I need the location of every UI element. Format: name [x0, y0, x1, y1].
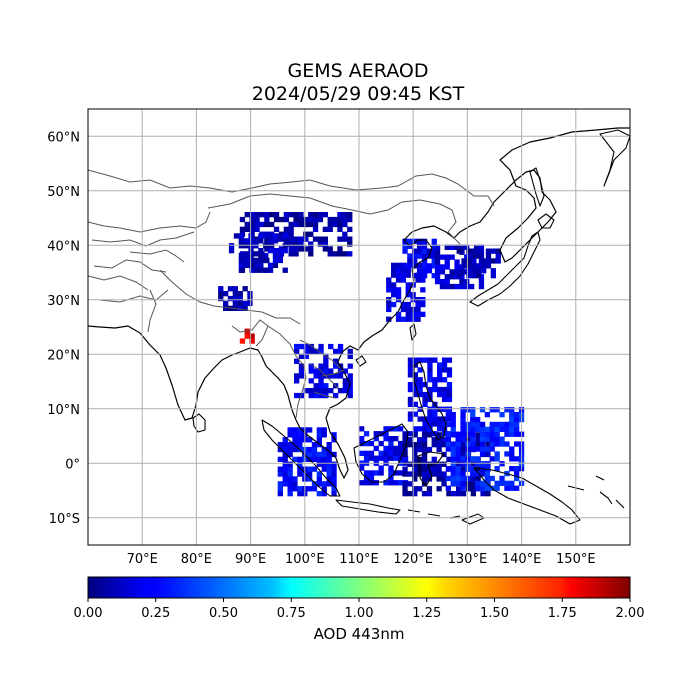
lon-tick-label: 70°E — [127, 552, 158, 567]
colorbar-tick-label: 0.00 — [74, 606, 103, 621]
sri-lanka-coastline — [192, 413, 206, 433]
mongolia-border — [207, 193, 457, 233]
bangladesh-border — [231, 319, 269, 347]
sakhalin-coastline — [529, 167, 545, 207]
aod-layer — [218, 212, 525, 497]
lon-tick-label: 90°E — [235, 552, 266, 567]
gridlines — [88, 109, 630, 545]
central-asia-borders — [91, 231, 195, 303]
map-frame — [87, 108, 631, 546]
hokkaido-coastline — [537, 213, 555, 229]
aod-region-west-pacific-islands — [445, 407, 525, 491]
aod-region-north-china-plain — [402, 238, 437, 279]
asia-coastline — [88, 127, 630, 479]
colorbar-tick-label: 1.75 — [548, 606, 577, 621]
taiwan-coastline — [409, 323, 417, 341]
lat-tick-label: 10°N — [47, 403, 80, 418]
pakistan-afghan-border — [88, 275, 149, 291]
lon-tick-label: 140°E — [502, 552, 542, 567]
lon-tick-label: 120°E — [393, 552, 433, 567]
colorbar-tick-label: 0.75 — [277, 606, 306, 621]
lat-tick-label: 20°N — [47, 348, 80, 363]
lon-tick-label: 150°E — [556, 552, 596, 567]
kazakh-border — [88, 211, 211, 233]
lon-tick-label: 80°E — [181, 552, 212, 567]
colorbar-tick-label: 2.00 — [616, 606, 645, 621]
colorbar-tick-label: 1.50 — [480, 606, 509, 621]
himalaya-border — [159, 269, 301, 325]
borneo-coastline — [353, 423, 409, 483]
east-islands — [567, 475, 625, 509]
lon-tick-label: 110°E — [339, 552, 379, 567]
axis-ticks: 70°E 80°E 90°E 100°E 110°E 120°E 130°E 140°E 150… — [47, 130, 595, 567]
lesser-sunda — [407, 509, 461, 519]
colorbar-tick-label: 0.25 — [141, 606, 170, 621]
colorbar-tick-label: 0.50 — [209, 606, 238, 621]
colorbar-label: AOD 443nm — [314, 625, 405, 643]
lon-tick-label: 130°E — [448, 552, 488, 567]
colorbar-tick-label: 1.00 — [345, 606, 374, 621]
lat-tick-label: 0° — [65, 457, 80, 472]
india-west-border — [147, 289, 157, 333]
hainan-coastline — [355, 355, 367, 367]
aod-region-tibet-north-strip — [239, 252, 270, 273]
lat-tick-label: 40°N — [47, 239, 80, 254]
new-guinea-coastline — [473, 467, 581, 525]
sumatra-coastline — [261, 419, 341, 497]
aod-region-indo-gangetic-east — [218, 286, 253, 311]
colorbar — [87, 576, 631, 599]
aod-region-japan-sea — [456, 248, 501, 279]
philippines-coastline — [413, 361, 447, 441]
lat-tick-label: 30°N — [47, 294, 80, 309]
aod-region-borneo — [359, 426, 409, 486]
lat-tick-label: 50°N — [47, 185, 80, 200]
lat-tick-label: 60°N — [47, 130, 80, 145]
java-coastline — [335, 499, 401, 515]
map-title: GEMS AERAOD — [287, 60, 429, 82]
coastline-layer — [88, 127, 630, 525]
kamchatka-coastline — [599, 129, 630, 187]
border-layer — [88, 169, 495, 419]
russia-border — [88, 169, 495, 207]
lat-tick-label: 10°S — [49, 512, 80, 527]
myanmar-border — [267, 325, 307, 419]
map-subtitle: 2024/05/29 09:45 KST — [251, 83, 465, 105]
colorbar-ticks: 0.00 0.25 0.50 0.75 1.00 1.25 1.50 1.75 2.00 — [74, 598, 645, 621]
sulawesi-coastline — [417, 451, 445, 487]
colorbar-tick-label: 1.25 — [412, 606, 441, 621]
aod-region-mongolia-gobi — [239, 212, 353, 257]
japan-coastline — [469, 231, 541, 307]
timor — [461, 513, 485, 525]
lon-tick-label: 100°E — [285, 552, 325, 567]
korea-border — [447, 231, 461, 245]
